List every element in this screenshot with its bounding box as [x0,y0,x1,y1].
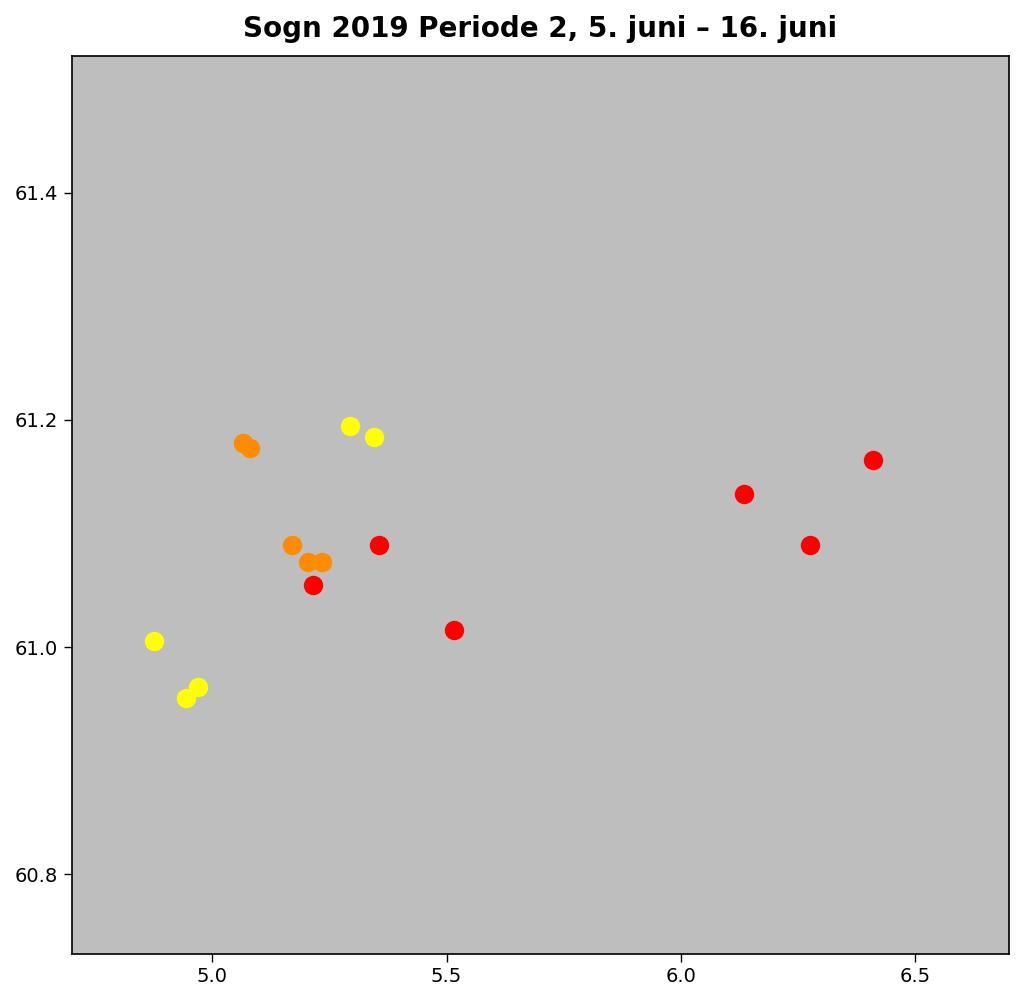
Title: Sogn 2019 Periode 2, 5. juni – 16. juni: Sogn 2019 Periode 2, 5. juni – 16. juni [244,15,838,43]
